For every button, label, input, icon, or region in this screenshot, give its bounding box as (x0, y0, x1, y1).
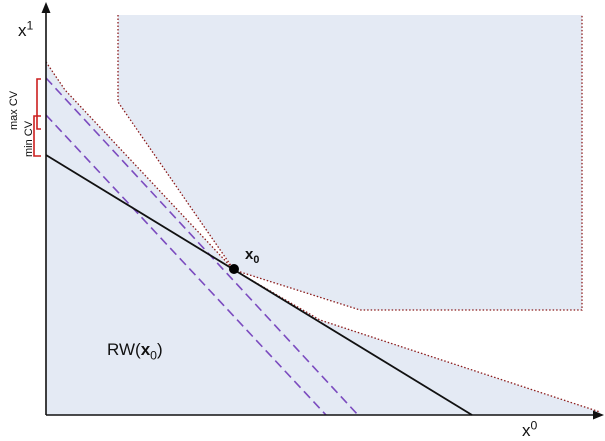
upper-dotted-boundary (117, 15, 583, 311)
budget-line (45, 154, 473, 416)
x-axis-label: x0 (522, 418, 538, 440)
point-label: x0 (245, 246, 260, 266)
min-cv-bracket (33, 115, 41, 157)
dashed-line-2 (45, 114, 327, 416)
max-cv-label: max CV (8, 90, 20, 130)
region-label: RW(x0) (107, 340, 163, 363)
y-axis-label: x1 (18, 18, 34, 40)
rw-shaded-region (46, 62, 600, 415)
upper-shaded-region (118, 15, 582, 310)
min-cv-label: min CV (23, 120, 35, 157)
max-cv-bracket (36, 78, 41, 130)
y-axis-arrow-icon (41, 2, 51, 13)
x-axis-arrow-icon (593, 410, 604, 420)
point-x0 (229, 264, 239, 274)
dashed-line-1 (45, 77, 359, 416)
